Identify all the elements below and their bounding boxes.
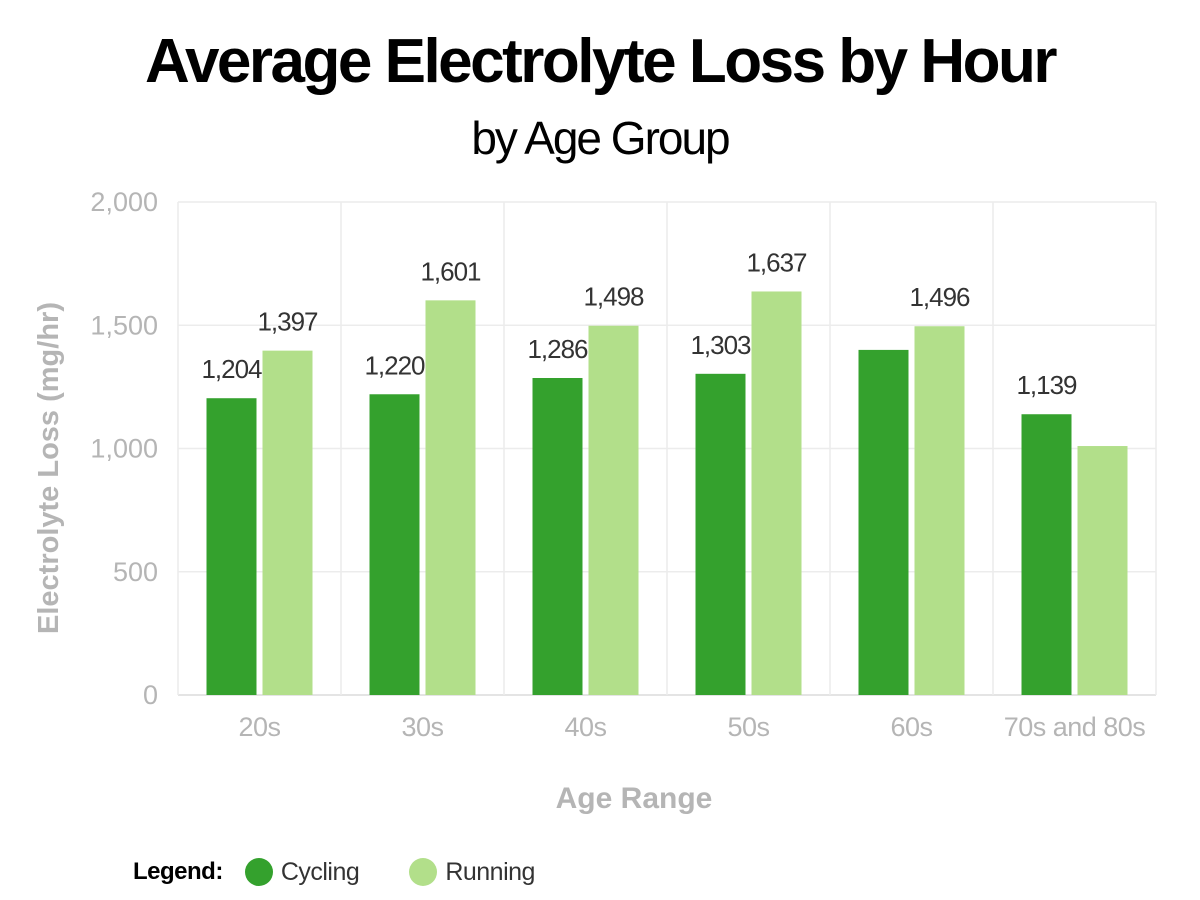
chart-title: Average Electrolyte Loss by Hour <box>144 27 1058 96</box>
bar-running-30s <box>425 300 476 695</box>
grid-lines <box>177 201 1157 696</box>
chart-subtitle: by Age Group <box>471 112 730 164</box>
y-tick-label: 500 <box>113 557 158 587</box>
bar-running-60s <box>914 326 965 695</box>
data-label: 1,601 <box>420 256 481 286</box>
bars <box>206 291 1128 695</box>
y-tick-label: 0 <box>143 680 158 710</box>
bar-running-20s <box>262 350 313 695</box>
x-tick-label: 60s <box>890 712 932 742</box>
data-label: 1,496 <box>909 282 970 312</box>
x-axis-ticks: 20s 30s 40s 50s 60s 70s and 80s <box>238 712 1145 742</box>
bar-cycling-50s <box>695 373 746 695</box>
bar-running-50s <box>751 291 802 695</box>
bar-cycling-60s <box>858 349 909 695</box>
data-label: 1,498 <box>583 282 644 312</box>
x-axis-title: Age Range <box>556 782 713 815</box>
data-label: 1,397 <box>257 307 318 337</box>
legend-text-cycling: Cycling <box>280 857 360 886</box>
x-tick-label: 40s <box>564 712 606 742</box>
legend-item-cycling: Cycling <box>244 857 360 887</box>
y-tick-label: 2,000 <box>90 187 158 217</box>
y-axis-ticks: 0 500 1,000 1,500 2,000 <box>90 187 158 710</box>
legend-swatch-running <box>409 858 438 886</box>
data-label: 1,220 <box>364 350 425 380</box>
bar-cycling-20s <box>206 398 257 695</box>
y-tick-label: 1,500 <box>90 310 158 340</box>
bar-running-70s-and-80s <box>1077 446 1128 695</box>
data-labels: 1,204 1,397 1,220 1,601 1,286 1,498 1,303 1,637… <box>201 247 1078 400</box>
legend-label: Legend: <box>133 858 223 885</box>
data-label: 1,286 <box>527 334 588 364</box>
x-tick-label: 30s <box>401 712 443 742</box>
data-label: 1,139 <box>1016 370 1077 400</box>
data-label: 1,303 <box>690 330 751 360</box>
bar-cycling-70s-and-80s <box>1021 414 1072 695</box>
legend-text-running: Running <box>445 857 535 886</box>
x-tick-label: 70s and 80s <box>1004 712 1146 742</box>
bar-cycling-40s <box>532 378 583 695</box>
legend-item-running: Running <box>409 858 535 887</box>
bar-running-40s <box>588 325 639 695</box>
x-tick-label: 20s <box>238 712 280 742</box>
y-axis-title: Electrolyte Loss (mg/hr) <box>33 302 65 634</box>
bar-cycling-30s <box>369 394 420 695</box>
legend: Legend: Cycling Running <box>133 850 585 894</box>
legend-swatch-cycling <box>244 858 273 886</box>
x-tick-label: 50s <box>727 712 769 742</box>
data-label: 1,637 <box>746 247 807 277</box>
data-label: 1,204 <box>201 354 262 384</box>
y-tick-label: 1,000 <box>90 434 158 464</box>
